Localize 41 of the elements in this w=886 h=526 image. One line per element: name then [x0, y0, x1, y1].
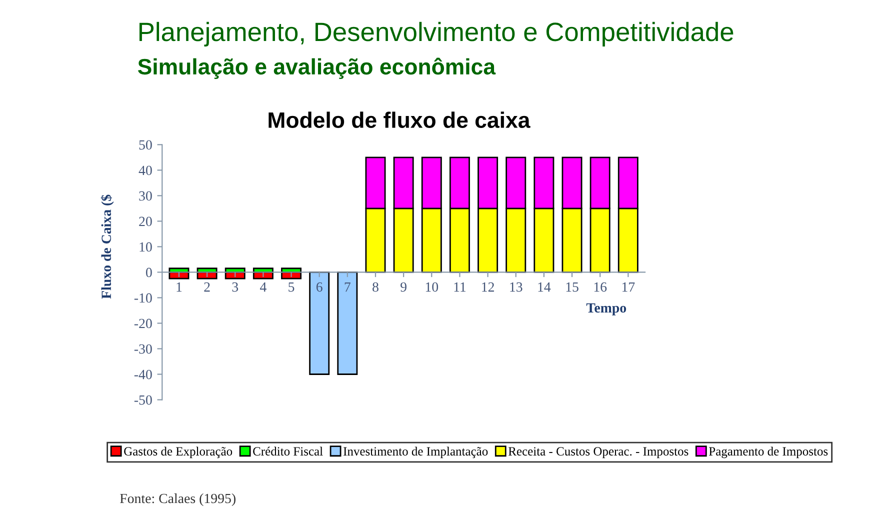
y-tick-label: -20 [134, 318, 152, 328]
y-tick-label: 30 [139, 191, 152, 201]
y-tick-label: 0 [146, 268, 152, 278]
y-tick-label: 10 [140, 242, 152, 252]
x-tick-label: 5 [288, 282, 294, 292]
x-tick-label: 17 [622, 282, 635, 292]
x-tick-label: 12 [482, 282, 494, 292]
legend-label: Receita - Custos Operac. - Impostos [508, 447, 688, 458]
y-tick-label: 20 [139, 216, 152, 226]
legend-label: Pagamento de Impostos [709, 446, 828, 458]
y-tick-label: 50 [139, 140, 152, 150]
x-axis-title: Tempo [586, 303, 626, 316]
x-tick-label: 13 [510, 282, 522, 292]
x-tick-label: 8 [372, 282, 378, 292]
x-tick-label: 9 [400, 282, 406, 292]
bar [309, 272, 330, 375]
chart-title: Planejamento, Desenvolvimento e Competitividade [139, 22, 734, 46]
source-note: Fonte: Calaes (1995) [120, 493, 236, 506]
y-tick-label: 40 [138, 166, 152, 176]
x-tick-label: 7 [344, 282, 350, 292]
x-tick-label: 16 [594, 282, 607, 292]
y-tick-label: -30 [134, 344, 152, 354]
y-tick-label: -50 [134, 395, 152, 405]
text: Modelo de fluxo de caixa [268, 112, 530, 128]
x-tick-label: 6 [316, 282, 322, 292]
y-tick-label: -10 [134, 293, 152, 303]
x-tick-label: 10 [426, 282, 438, 292]
bar [337, 272, 358, 375]
y-tick-label: -40 [134, 370, 152, 380]
x-tick-label: 1 [176, 282, 182, 292]
y-axis-title: Fluxo de Caixa ($ [100, 194, 114, 299]
x-tick-label: 4 [260, 282, 266, 292]
x-tick-label: 3 [232, 282, 238, 292]
legend-label: Crédito Fiscal [253, 446, 323, 456]
x-tick-label: 14 [538, 282, 551, 292]
legend-label: Investimento de Implantação [344, 446, 488, 458]
x-tick-label: 11 [454, 282, 466, 292]
x-tick-label: 15 [566, 282, 578, 292]
chart-subtitle: Simulação e avaliação econômica [138, 58, 496, 79]
x-tick-label: 2 [204, 282, 210, 292]
legend-label: Gastos de Exploração [124, 446, 232, 458]
